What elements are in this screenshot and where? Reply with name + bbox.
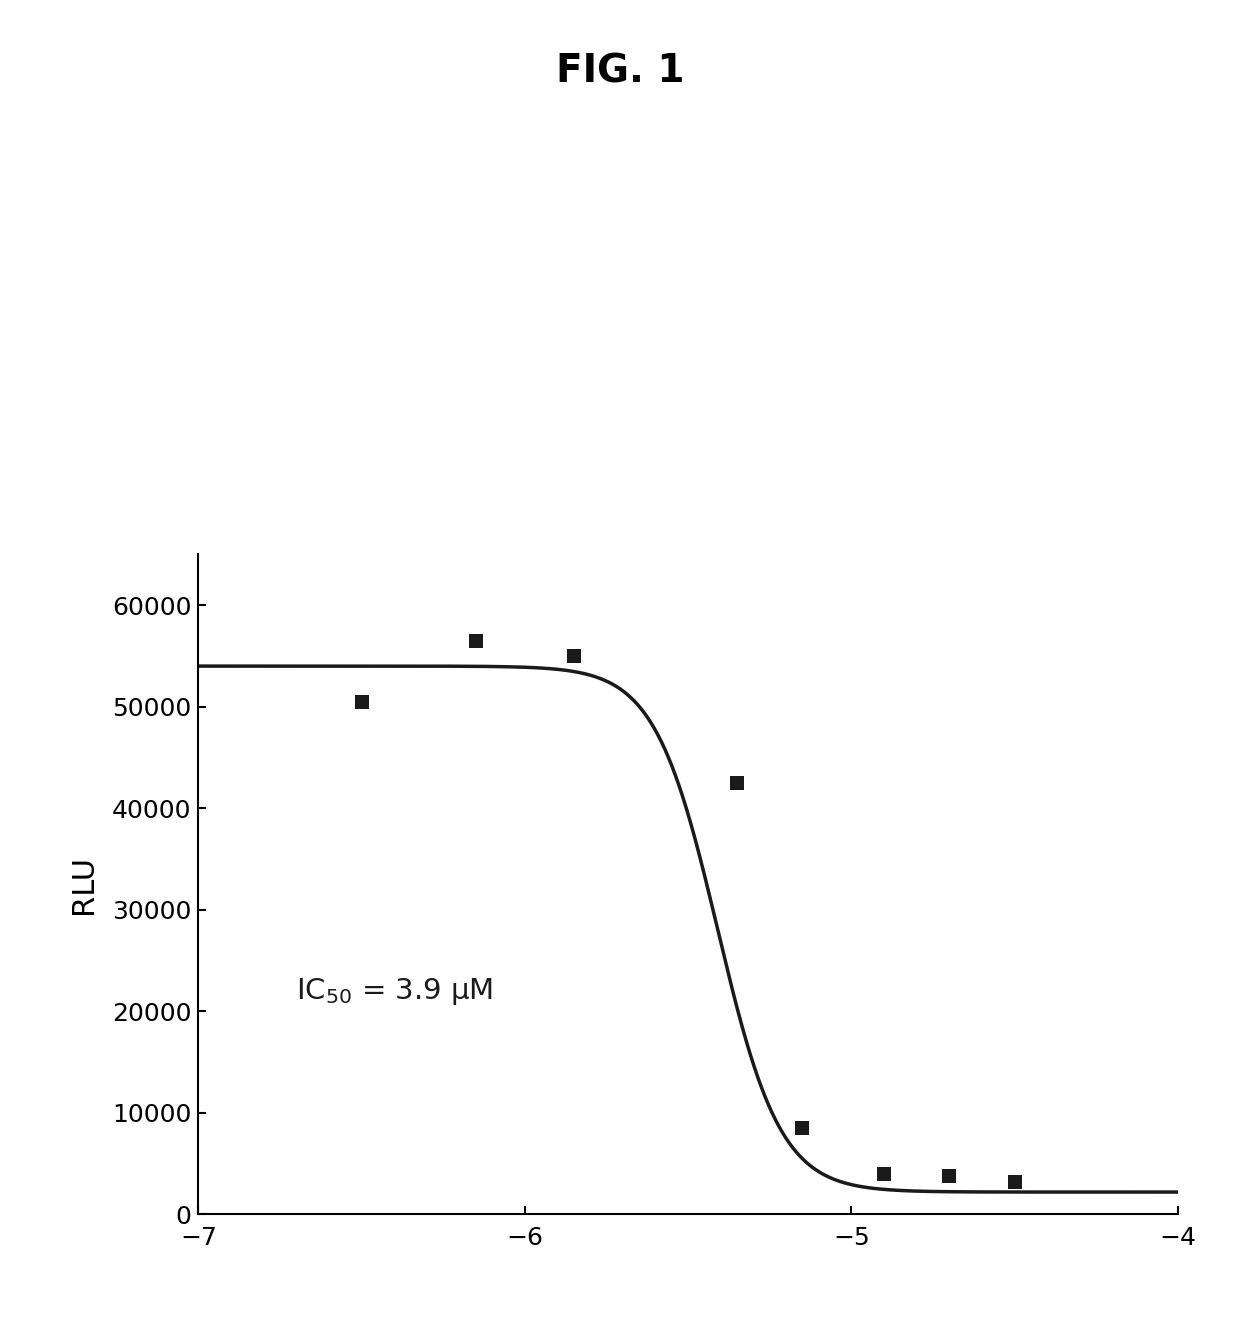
Point — [792, 1118, 812, 1139]
Point — [727, 772, 746, 793]
Point — [874, 1163, 894, 1184]
Point — [466, 630, 486, 651]
Point — [940, 1166, 960, 1187]
Point — [564, 645, 584, 667]
Point — [352, 692, 372, 713]
Text: IC$_{50}$ = 3.9 μM: IC$_{50}$ = 3.9 μM — [296, 975, 494, 1007]
Point — [1004, 1171, 1024, 1192]
Y-axis label: RLU: RLU — [69, 855, 98, 913]
Text: FIG. 1: FIG. 1 — [556, 53, 684, 91]
